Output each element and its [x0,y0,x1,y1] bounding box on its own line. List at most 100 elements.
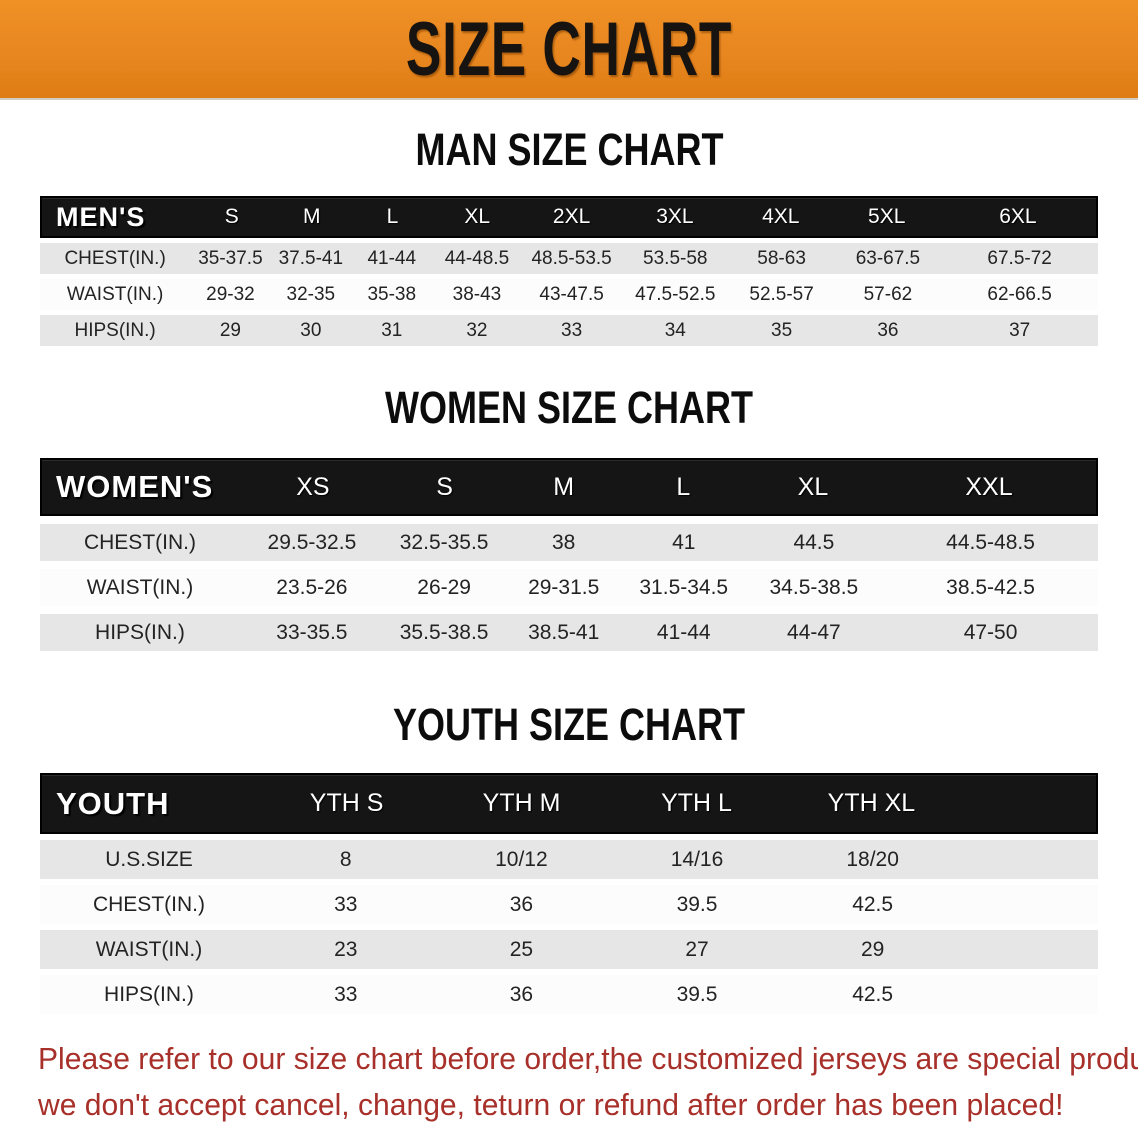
men-heading-wrap: MAN SIZE CHART [0,126,1138,174]
column-header: XS [296,472,330,501]
row-label: WAIST(IN.) [66,283,164,305]
youth-section-heading: YOUTH SIZE CHART [392,699,745,750]
table-row: HIPS(IN.) 29 30 31 32 33 34 35 36 37 [40,315,1098,346]
table-cell: 35 [771,319,793,341]
row-label: CHEST(IN.) [83,530,196,554]
table-row: WAIST(IN.) 23 25 27 29 [40,930,1098,969]
table-row: WAIST(IN.) 29-32 32-35 35-38 38-43 43-47.5 47.… [40,279,1098,310]
row-label: WAIST(IN.) [86,575,194,599]
column-header: 6XL [999,205,1037,228]
table-cell: 10/12 [495,847,548,871]
women-heading-wrap: WOMEN SIZE CHART [0,384,1138,432]
table-cell: 39.5 [676,982,718,1006]
table-cell: 37 [1009,319,1031,341]
table-cell: 41-44 [367,247,417,269]
table-cell: 29 [219,319,241,341]
table-cell: 35-38 [367,283,417,305]
row-label: HIPS(IN.) [74,319,156,341]
table-row: WAIST(IN.) 23.5-26 26-29 29-31.5 31.5-34.5 34… [40,569,1098,606]
table-cell: 41 [672,530,696,554]
table-header-label: WOMEN'S [56,469,214,504]
column-header: XL [797,472,829,501]
table-cell: 23 [334,937,358,961]
table-row: HIPS(IN.) 33 36 39.5 42.5 [40,975,1098,1014]
table-cell: 35-37.5 [198,247,263,269]
column-header: L [676,472,691,501]
disclaimer-line-1: Please refer to our size chart before or… [38,1041,1138,1076]
column-header: 4XL [762,205,800,228]
table-cell: 34.5-38.5 [769,575,859,599]
table-cell: 67.5-72 [987,247,1052,269]
table-cell: 14/16 [670,847,724,871]
table-cell: 57-62 [863,283,913,305]
women-size-table: WOMEN'S XS S M L XL XXL CHEST(IN.) 29.5-32.5 32.5… [40,458,1098,651]
table-header-row: WOMEN'S XS S M L XL XXL [40,458,1098,516]
column-header: M [553,472,575,501]
table-cell: 29.5-32.5 [267,530,357,554]
disclaimer: Please refer to our size chart before or… [38,1036,1138,1128]
table-cell: 31 [381,319,403,341]
table-cell: 47.5-52.5 [635,283,716,305]
men-section-heading: MAN SIZE CHART [414,124,723,175]
table-cell: 30 [300,319,322,341]
column-header: YTH S [309,789,384,817]
table-cell: 42.5 [852,982,894,1006]
table-cell: 38-43 [452,283,502,305]
table-cell: 34 [664,319,686,341]
column-header: XXL [965,472,1013,501]
table-cell: 52.5-57 [749,283,814,305]
youth-heading-wrap: YOUTH SIZE CHART [0,701,1138,749]
table-row: CHEST(IN.) 33 36 39.5 42.5 [40,885,1098,924]
table-cell: 23.5-26 [276,575,348,599]
table-cell: 38 [552,530,576,554]
table-cell: 62-66.5 [987,283,1052,305]
table-cell: 42.5 [852,892,894,916]
table-cell: 32.5-35.5 [399,530,489,554]
row-label: WAIST(IN.) [95,937,203,961]
table-cell: 44.5-48.5 [946,530,1035,554]
table-cell: 44.5 [793,530,835,554]
table-cell: 32 [466,319,488,341]
table-cell: 38.5-42.5 [946,575,1035,599]
table-cell: 44-47 [787,620,841,644]
column-header: S [224,205,239,228]
table-cell: 44-48.5 [444,247,510,269]
table-cell: 29 [860,937,885,961]
size-chart-banner: SIZE CHART [0,0,1138,100]
table-header-label: MEN'S [56,201,146,232]
table-cell: 39.5 [676,892,718,916]
table-cell: 33 [561,319,583,341]
youth-size-table: YOUTH YTH S YTH M YTH L YTH XL U.S.SIZE 8 10/12… [40,773,1098,1014]
table-header-label: YOUTH [56,785,170,821]
table-cell: 63-67.5 [855,247,921,269]
table-cell: 35.5-38.5 [399,620,489,644]
column-header: YTH XL [827,789,916,817]
table-cell: 36 [509,982,534,1006]
column-header: 3XL [656,205,694,228]
row-label: U.S.SIZE [105,847,193,871]
table-cell: 29-31.5 [528,575,600,599]
table-row: U.S.SIZE 8 10/12 14/16 18/20 [40,840,1098,879]
table-cell: 33-35.5 [276,620,348,644]
table-cell: 53.5-58 [643,247,708,269]
column-header: S [436,472,453,501]
table-cell: 32-35 [286,283,336,305]
table-cell: 58-63 [757,247,806,269]
column-header: YTH L [661,789,732,817]
table-cell: 18/20 [846,847,899,871]
table-row: HIPS(IN.) 33-35.5 35.5-38.5 38.5-41 41-44 44-… [40,614,1098,651]
table-row: CHEST(IN.) 35-37.5 37.5-41 41-44 44-48.5 48.5… [40,243,1098,274]
table-cell: 47-50 [963,620,1018,644]
column-header: YTH M [482,789,561,817]
table-cell: 38.5-41 [528,620,600,644]
table-cell: 29-32 [206,283,255,305]
women-section-heading: WOMEN SIZE CHART [384,382,753,433]
table-cell: 27 [685,937,709,961]
row-label: HIPS(IN.) [95,620,185,644]
men-size-chart-section: MAN SIZE CHART MEN'S S M L XL 2XL 3XL 4XL 5XL 6XL… [0,126,1138,346]
table-cell: 41-44 [656,620,711,644]
table-cell: 36 [877,319,899,341]
table-cell: 37.5-41 [278,247,344,269]
table-cell: 33 [334,892,358,916]
disclaimer-line-2: we don't accept cancel, change, teturn o… [38,1087,1064,1122]
